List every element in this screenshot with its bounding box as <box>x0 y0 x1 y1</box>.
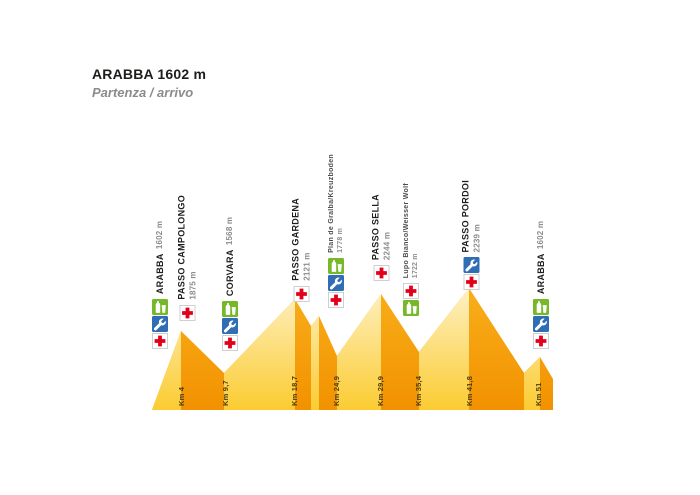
refreshment-icon <box>533 299 549 315</box>
km-label: Km 51 <box>534 382 543 406</box>
waypoint-name: PASSO CAMPOLONGO <box>176 195 187 300</box>
waypoint-name: PASSO PORDOI <box>460 179 471 252</box>
waypoint-passo-campolongo: PASSO CAMPOLONGO 1875 m <box>177 195 198 321</box>
waypoint-name: ARABBA <box>536 253 546 294</box>
km-label: Km 35,4 <box>414 375 423 406</box>
waypoint-passo-pordoi: PASSO PORDOI 2239 m <box>461 180 482 290</box>
mechanic-icon <box>222 318 238 334</box>
mechanic-icon <box>463 257 479 273</box>
medical-icon <box>179 305 195 321</box>
mountain-light-face-pordoi <box>419 288 469 410</box>
waypoint-altitude: 1875 m <box>188 271 198 300</box>
waypoint-name: Plan de Gralba/Kreuzboden <box>328 154 335 253</box>
waypoint-name: ARABBA <box>155 253 165 294</box>
waypoint-name: PASSO SELLA <box>370 193 381 260</box>
waypoint-name: PASSO GARDENA <box>290 198 301 281</box>
mountain-light-face-campolongo <box>152 331 181 410</box>
page-title: ARABBA 1602 m <box>92 66 207 82</box>
mountain-light-face-arabba-end <box>524 357 540 410</box>
medical-icon <box>222 335 238 351</box>
refreshment-icon <box>222 301 238 317</box>
waypoint-name: CORVARA <box>225 249 235 296</box>
waypoint-passo-sella: PASSO SELLA 2244 m <box>371 194 392 281</box>
waypoint-label: CORVARA 1568 m <box>221 217 239 296</box>
waypoint-lupo-bianco: Lupo Bianco/Weisser Wolf 1722 m <box>403 183 419 316</box>
waypoint-corvara: CORVARA 1568 m <box>221 217 239 351</box>
waypoint-label: PASSO PORDOI 2239 m <box>461 180 482 252</box>
waypoint-label: PASSO SELLA 2244 m <box>371 194 392 260</box>
waypoint-altitude: 1602 m <box>155 220 164 250</box>
waypoint-label: Plan de Gralba/Kreuzboden 1778 m <box>328 154 344 253</box>
medical-icon <box>463 274 479 290</box>
medical-icon <box>152 333 168 349</box>
medical-icon <box>373 265 389 281</box>
waypoint-name: Lupo Bianco/Weisser Wolf <box>403 182 410 278</box>
waypoint-arabba-start: ARABBA 1602 m <box>151 221 169 349</box>
waypoint-plan-de-gralba: Plan de Gralba/Kreuzboden 1778 m <box>328 154 344 308</box>
km-label: Km 29,9 <box>376 375 385 406</box>
mechanic-icon <box>328 275 344 291</box>
waypoint-label: PASSO CAMPOLONGO 1875 m <box>177 195 198 300</box>
mountain-light-face-sella <box>337 294 381 410</box>
waypoint-passo-gardena: PASSO GARDENA 2121 m <box>291 198 312 302</box>
waypoint-altitude: 1568 m <box>225 216 234 246</box>
medical-icon <box>403 283 419 299</box>
waypoint-label: ARABBA 1602 m <box>532 221 550 294</box>
mountain-light-face-gardena <box>224 299 295 410</box>
waypoint-altitude: 1778 m <box>337 228 344 253</box>
km-label: Km 41,8 <box>465 375 474 406</box>
waypoint-arabba-end: ARABBA 1602 m <box>532 221 550 349</box>
refreshment-icon <box>152 299 168 315</box>
refreshment-icon <box>328 258 344 274</box>
waypoint-label: Lupo Bianco/Weisser Wolf 1722 m <box>403 183 419 278</box>
medical-icon <box>293 286 309 302</box>
waypoint-altitude: 2239 m <box>472 223 482 252</box>
refreshment-icon <box>403 300 419 316</box>
waypoint-altitude: 2244 m <box>382 231 392 260</box>
km-label: Km 24,9 <box>332 375 341 406</box>
page-subtitle: Partenza / arrivo <box>92 85 194 100</box>
km-label: Km 4 <box>177 386 186 406</box>
km-label: Km 9,7 <box>221 380 230 406</box>
medical-icon <box>328 292 344 308</box>
waypoint-altitude: 2121 m <box>302 252 312 281</box>
waypoint-altitude: 1722 m <box>412 253 419 278</box>
mountain-light-face-gardena-shoulder <box>311 316 319 410</box>
waypoint-altitude: 1602 m <box>536 220 545 250</box>
waypoint-label: ARABBA 1602 m <box>151 221 169 294</box>
header: ARABBA 1602 m Partenza / arrivo <box>92 66 206 100</box>
medical-icon <box>533 333 549 349</box>
mechanic-icon <box>152 316 168 332</box>
waypoint-label: PASSO GARDENA 2121 m <box>291 198 312 281</box>
mechanic-icon <box>533 316 549 332</box>
km-label: Km 18,7 <box>290 375 299 406</box>
